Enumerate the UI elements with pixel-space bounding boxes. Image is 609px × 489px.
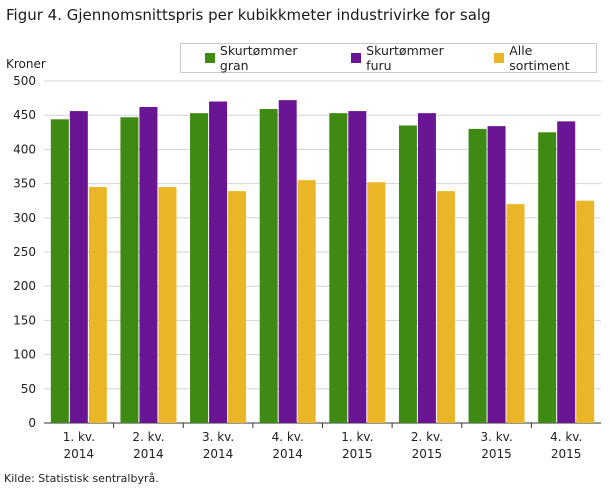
legend-item-furu: Skurtømmer furu (351, 43, 472, 73)
bar (297, 180, 316, 423)
bar (468, 128, 487, 423)
x-tick-label: 4. kv. (272, 430, 304, 444)
x-tick-label: 3. kv. (202, 430, 234, 444)
x-tick-label: 2014 (203, 447, 234, 461)
legend-label-alle: Alle sortiment (509, 43, 570, 73)
source-note: Kilde: Statistisk sentralbyrå. (4, 472, 159, 485)
x-tick-label: 2. kv. (132, 430, 164, 444)
legend-item-alle: Alle sortiment (494, 43, 596, 73)
y-tick-label: 400 (13, 142, 36, 156)
bar (398, 125, 417, 424)
bar (436, 191, 455, 423)
x-tick-label: 1. kv. (341, 430, 373, 444)
y-tick-label: 450 (13, 108, 36, 122)
bar (278, 100, 297, 423)
bar (209, 101, 228, 424)
bar (557, 121, 576, 423)
legend-item-gran: Skurtømmer gran (205, 43, 329, 73)
y-tick-label: 100 (13, 348, 36, 362)
bar (417, 113, 436, 423)
bar (69, 111, 88, 423)
y-tick-label: 150 (13, 313, 36, 327)
bar (576, 200, 595, 423)
legend-label-furu: Skurtømmer furu (366, 43, 444, 73)
legend-swatch-furu (351, 53, 362, 63)
y-tick-label: 350 (13, 177, 36, 191)
x-tick-label: 2015 (412, 447, 443, 461)
bar (158, 187, 177, 423)
bar (88, 187, 107, 423)
bar (367, 182, 386, 423)
y-tick-label: 200 (13, 279, 36, 293)
bar (139, 106, 158, 423)
x-tick-label: 2015 (342, 447, 373, 461)
y-tick-labels: 0 50 100 150 200 250 300 350 400 450 500 (13, 74, 36, 430)
y-tick-label: 500 (13, 74, 36, 88)
bar (190, 113, 209, 423)
x-tick-label: 4. kv. (550, 430, 582, 444)
x-tick-labels: 1. kv. 2014 2. kv. 2014 3. kv. 2014 4. kv. 2014… (63, 430, 583, 461)
legend-swatch-alle (494, 53, 505, 63)
y-tick-label: 250 (13, 245, 36, 259)
y-tick-label: 0 (28, 416, 36, 430)
bar (50, 119, 69, 423)
x-tick-label: 2015 (551, 447, 582, 461)
y-tick-label: 50 (21, 382, 36, 396)
bar (487, 126, 506, 424)
legend-label-gran: Skurtømmer gran (219, 43, 298, 73)
bar (228, 191, 247, 423)
bar (506, 204, 525, 423)
x-tick-label: 2014 (272, 447, 303, 461)
chart-title: Figur 4. Gjennomsnittspris per kubikkmet… (6, 6, 491, 24)
bar (329, 113, 348, 423)
x-tick-label: 1. kv. (63, 430, 95, 444)
bar (348, 111, 367, 423)
bar (538, 132, 557, 424)
y-axis-label: Kroner (6, 57, 46, 71)
x-tick-label: 2. kv. (411, 430, 443, 444)
bar (259, 109, 278, 423)
x-tick-label: 2014 (133, 447, 164, 461)
bar (120, 117, 139, 423)
bars (50, 100, 595, 424)
x-tick-label: 2014 (64, 447, 95, 461)
x-tick-label: 2015 (481, 447, 512, 461)
y-tick-label: 300 (13, 211, 36, 225)
legend: Skurtømmer gran Skurtømmer furu Alle sor… (180, 43, 597, 73)
x-tick-label: 3. kv. (480, 430, 512, 444)
legend-swatch-gran (205, 53, 215, 63)
